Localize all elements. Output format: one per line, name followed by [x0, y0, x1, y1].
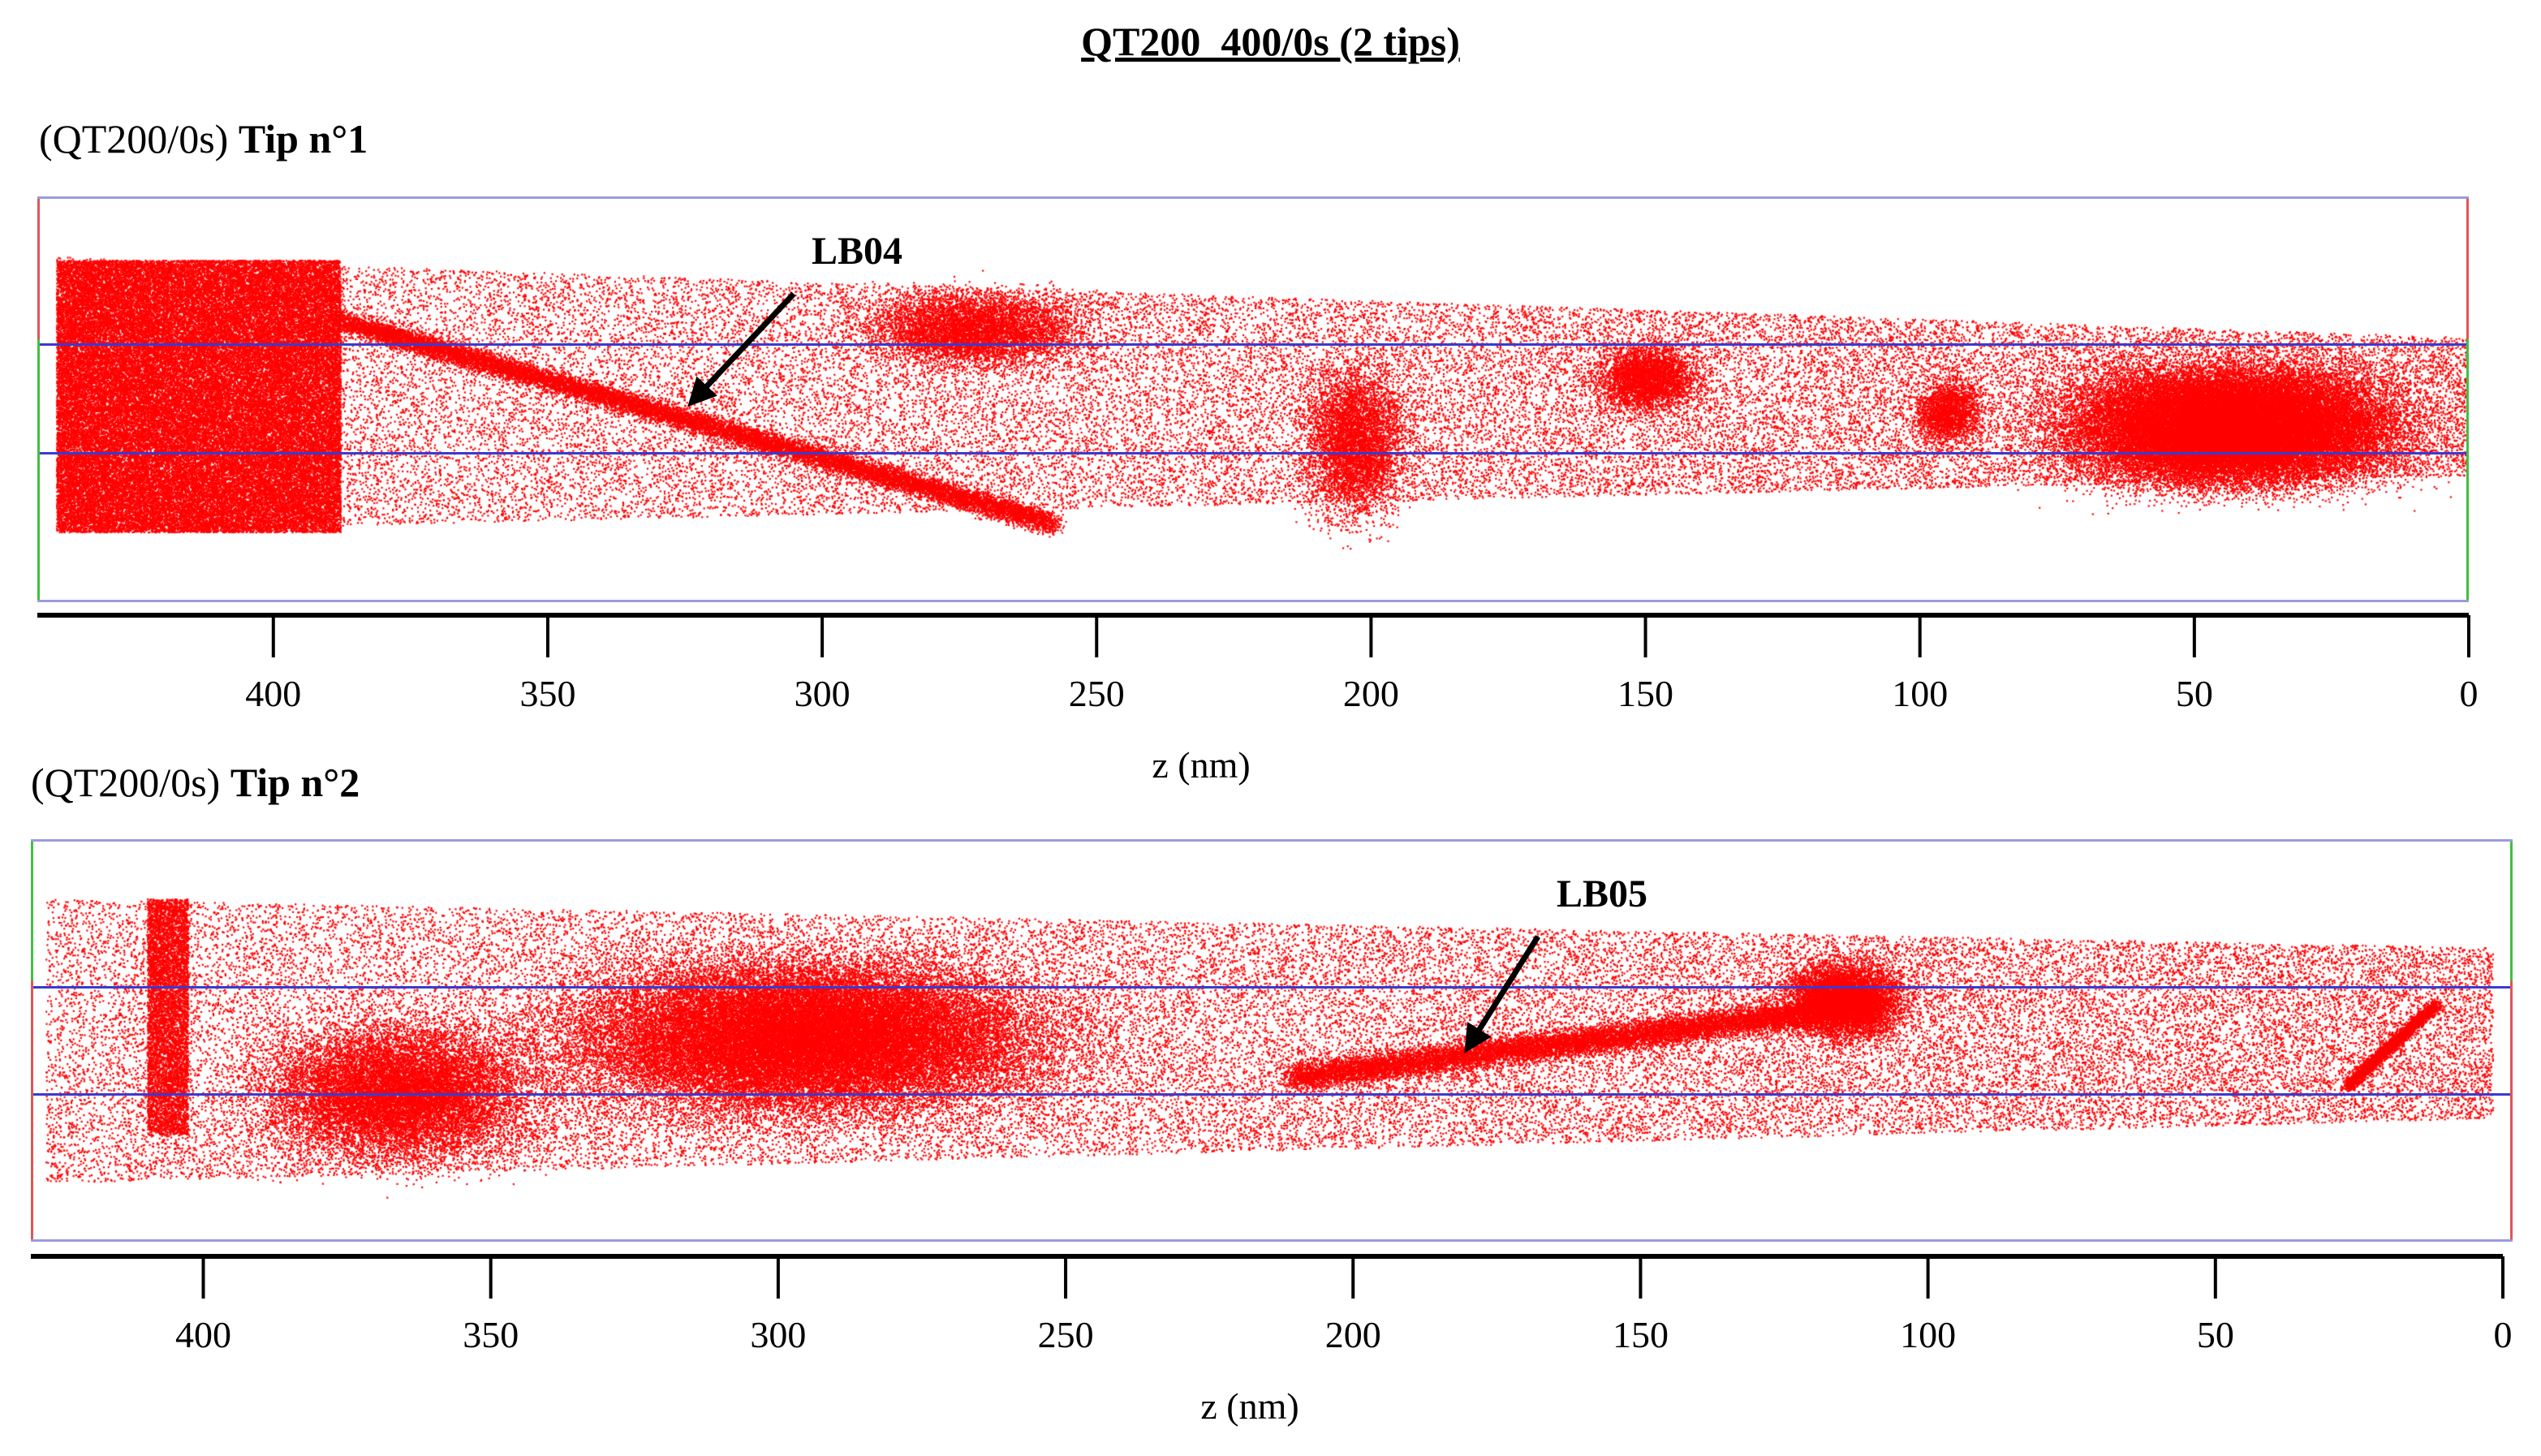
- panel-1-axis-label: z (nm): [1152, 744, 1250, 786]
- panel-2-atom-points: [33, 842, 2510, 1239]
- panel-2-title: (QT200/0s) Tip n°2: [31, 759, 360, 806]
- panel-2-tick-label: 250: [1038, 1314, 1094, 1355]
- panel-1-annotation-label: LB04: [812, 230, 903, 273]
- panel-2-axis-label: z (nm): [1200, 1385, 1298, 1427]
- panel-2-title-prefix: (QT200/0s): [31, 760, 221, 805]
- panel-2-guide-line-upper: [33, 986, 2510, 989]
- panel-2-left-edge: [31, 842, 33, 1239]
- panel-2-atom-map: [31, 839, 2513, 1242]
- panel-2-tick-label: 300: [750, 1314, 806, 1355]
- panel-2-tick-label: 50: [2197, 1314, 2234, 1355]
- panel-2-tick-label: 400: [175, 1314, 231, 1355]
- panel-2-guide-line-lower: [33, 1093, 2510, 1096]
- panel-2-annotation-arrow: [1464, 935, 1540, 1053]
- panel-1-tick-label: 100: [1892, 673, 1948, 714]
- panel-1-tick-label: 350: [519, 673, 575, 714]
- panel-1-right-edge: [2466, 199, 2469, 600]
- panel-2-tick-label: 100: [1900, 1314, 1956, 1355]
- panel-2-title-tip: Tip n°2: [230, 760, 360, 805]
- panel-1-atom-points: [40, 199, 2466, 600]
- panel-1-tick-label: 250: [1069, 673, 1125, 714]
- panel-2-tick-label: 0: [2494, 1314, 2513, 1355]
- panel-1-tick-label: 0: [2460, 673, 2479, 714]
- panel-1-atom-map: [37, 196, 2469, 602]
- panel-1-tick-label: 50: [2176, 673, 2213, 714]
- figure-title: QT200_400/0s (2 tips): [1081, 19, 1460, 64]
- panel-1-tick-label: 150: [1617, 673, 1673, 714]
- panel-1-tick-label: 400: [245, 673, 301, 714]
- panel-1-title-prefix: (QT200/0s): [39, 116, 229, 162]
- panel-1-title-tip: Tip n°1: [238, 116, 368, 162]
- panel-1-title: (QT200/0s) Tip n°1: [39, 115, 368, 162]
- panel-2-tick-label: 200: [1325, 1314, 1381, 1355]
- panel-2-annotation-label: LB05: [1557, 872, 1648, 915]
- panel-2-right-edge: [2510, 842, 2513, 1239]
- panel-2-tick-label: 150: [1613, 1314, 1669, 1355]
- panel-2-tick-label: 350: [463, 1314, 519, 1355]
- panel-1-left-edge: [37, 199, 40, 600]
- panel-1-guide-line-lower: [40, 452, 2466, 454]
- panel-1-annotation-arrow: [687, 291, 796, 407]
- panel-1-tick-label: 200: [1343, 673, 1399, 714]
- panel-1-guide-line-upper: [40, 343, 2466, 346]
- panel-1-tick-label: 300: [795, 673, 851, 714]
